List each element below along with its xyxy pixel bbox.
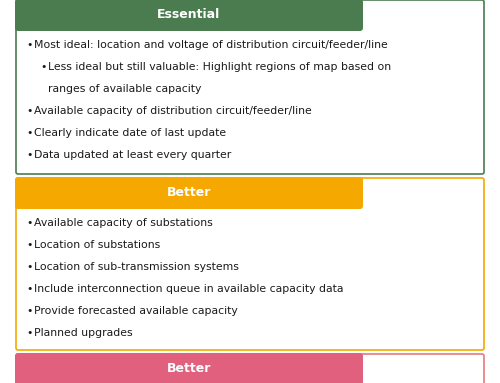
Text: Less ideal but still valuable: Highlight regions of map based on: Less ideal but still valuable: Highlight…	[48, 62, 391, 72]
FancyBboxPatch shape	[16, 354, 484, 383]
Text: Better: Better	[167, 187, 211, 200]
Text: •: •	[26, 40, 32, 50]
FancyBboxPatch shape	[15, 177, 363, 209]
Text: •: •	[26, 240, 32, 250]
FancyBboxPatch shape	[15, 353, 363, 383]
Text: Planned upgrades: Planned upgrades	[34, 328, 132, 338]
Text: •: •	[26, 150, 32, 160]
FancyBboxPatch shape	[15, 0, 363, 31]
Text: •: •	[26, 284, 32, 294]
Text: Available capacity of distribution circuit/feeder/line: Available capacity of distribution circu…	[34, 106, 312, 116]
Text: •: •	[26, 128, 32, 138]
Text: •: •	[26, 306, 32, 316]
Text: Data updated at least every quarter: Data updated at least every quarter	[34, 150, 231, 160]
Text: ranges of available capacity: ranges of available capacity	[48, 84, 202, 94]
Text: Location of sub-transmission systems: Location of sub-transmission systems	[34, 262, 239, 272]
Text: Provide forecasted available capacity: Provide forecasted available capacity	[34, 306, 238, 316]
Text: Better: Better	[167, 362, 211, 375]
Text: •: •	[26, 106, 32, 116]
Text: Essential: Essential	[158, 8, 220, 21]
Text: Clearly indicate date of last update: Clearly indicate date of last update	[34, 128, 226, 138]
Text: •: •	[26, 262, 32, 272]
Text: Most ideal: location and voltage of distribution circuit/feeder/line: Most ideal: location and voltage of dist…	[34, 40, 388, 50]
Text: Include interconnection queue in available capacity data: Include interconnection queue in availab…	[34, 284, 344, 294]
Text: •: •	[26, 218, 32, 228]
Text: •: •	[26, 328, 32, 338]
Text: •: •	[40, 62, 46, 72]
Text: Available capacity of substations: Available capacity of substations	[34, 218, 213, 228]
FancyBboxPatch shape	[16, 0, 484, 174]
FancyBboxPatch shape	[16, 178, 484, 350]
Text: Location of substations: Location of substations	[34, 240, 160, 250]
